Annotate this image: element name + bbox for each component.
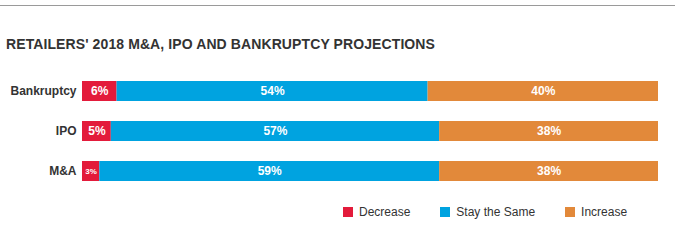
- svg-text:IPO: IPO: [56, 124, 77, 138]
- svg-text:3%: 3%: [85, 167, 97, 176]
- html-text:RETAILERS' 2018 M&A, IPO AND B: RETAILERS' 2018 M&A, IPO AND BANKRUPTCY …: [6, 36, 435, 52]
- svg-text:38%: 38%: [537, 164, 561, 178]
- html-text:Stay the Same: Stay the Same: [456, 205, 536, 219]
- svg-text:M&A: M&A: [49, 164, 77, 178]
- html-text:Decrease: Decrease: [359, 205, 411, 219]
- svg-text:Bankruptcy: Bankruptcy: [10, 84, 76, 98]
- html-text:Increase: Increase: [581, 205, 628, 219]
- svg-text:57%: 57%: [263, 124, 287, 138]
- svg-text:5%: 5%: [88, 124, 106, 138]
- svg-text:40%: 40%: [531, 84, 555, 98]
- svg-text:54%: 54%: [261, 84, 285, 98]
- svg-text:38%: 38%: [537, 124, 561, 138]
- svg-text:59%: 59%: [258, 164, 282, 178]
- svg-text:6%: 6%: [91, 84, 109, 98]
